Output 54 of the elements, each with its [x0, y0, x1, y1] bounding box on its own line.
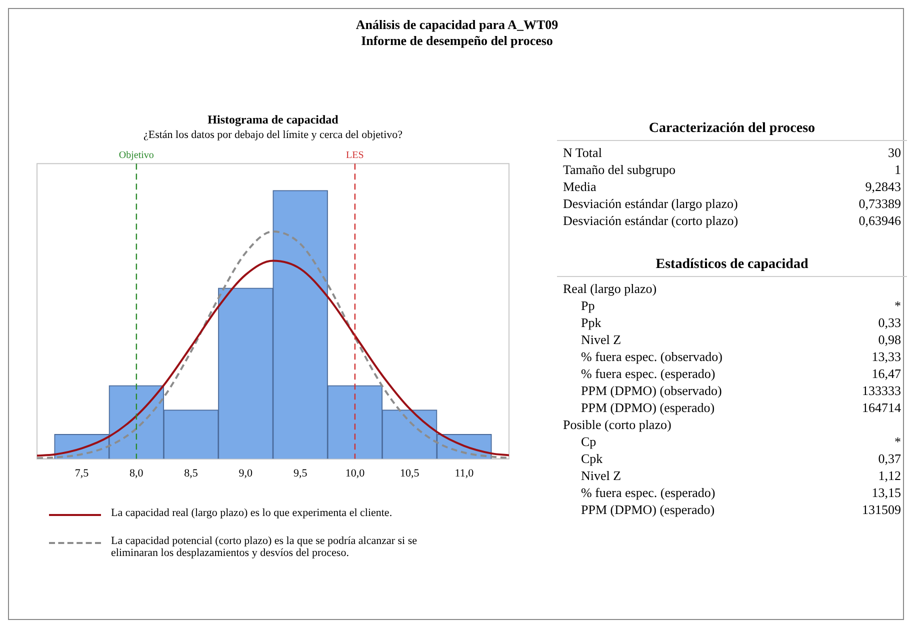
category-label: N Total: [563, 144, 602, 161]
category-label: Cp: [581, 433, 596, 450]
x-tick-label: 11,0: [454, 467, 474, 480]
text: 13,33: [872, 349, 901, 364]
category-label: Desviación estándar (corto plazo): [563, 212, 738, 229]
x-tick-label: 7,5: [74, 467, 90, 480]
x-tick-label: 9,0: [238, 467, 254, 480]
text: 9,2843: [865, 179, 901, 194]
ref-line-label: LES: [346, 150, 364, 162]
category-label: Cpk: [581, 450, 603, 467]
text: 0,98: [878, 332, 901, 347]
category-label: Pp: [581, 297, 595, 314]
text: 1,12: [878, 468, 901, 483]
category-label: % fuera espec. (esperado): [581, 484, 716, 501]
text: 0,33: [878, 315, 901, 330]
text: 0,37: [878, 451, 901, 466]
text: 0,73389: [858, 196, 901, 211]
category-label: Real (largo plazo): [563, 280, 657, 297]
x-tick-label: 10,0: [345, 467, 366, 480]
chart-subtitle: ¿Están los datos por debajo del límite y cerca del objetivo?: [143, 128, 403, 141]
legend-label: La capacidad real (largo plazo) es lo que experimenta el cliente.: [111, 507, 392, 519]
text: Caracterización del proceso: [557, 121, 907, 141]
x-tick-label: 8,0: [130, 467, 144, 480]
category-label: Tamaño del subgrupo: [563, 161, 676, 178]
x-tick-label: 8,5: [184, 467, 198, 480]
category-label: % fuera espec. (observado): [581, 348, 722, 365]
category-label: PPM (DPMO) (esperado): [581, 501, 715, 518]
text: 164714: [862, 400, 901, 415]
text: Informe de desempeño del proceso: [360, 33, 554, 49]
text: Análisis de capacidad para A_WT09: [354, 17, 560, 33]
text: Estadísticos de capacidad: [557, 257, 907, 277]
x-tick-label: 9,5: [293, 467, 308, 480]
text: 16,47: [872, 366, 901, 381]
category-label: PPM (DPMO) (observado): [581, 382, 722, 399]
text: 1: [894, 162, 901, 177]
text: 30: [888, 145, 901, 160]
category-label: % fuera espec. (esperado): [581, 365, 716, 382]
ref-line-label: Objetivo: [118, 150, 154, 162]
text: *: [894, 434, 901, 449]
text: 0,63946: [858, 213, 901, 228]
category-label: Media: [563, 178, 596, 195]
text: 133333: [862, 383, 901, 398]
legend-label: La capacidad potencial (corto plazo) es la que se podría alcanzar si se eliminaran los desplazamientos y desvíos del proceso.: [111, 535, 418, 559]
text: 131509: [862, 502, 901, 517]
category-label: Desviación estándar (largo plazo): [563, 195, 738, 212]
category-label: PPM (DPMO) (esperado): [581, 399, 715, 416]
category-label: Nivel Z: [581, 331, 622, 348]
category-label: Nivel Z: [581, 467, 622, 484]
chart-title: Histograma de capacidad: [208, 112, 339, 126]
category-label: Ppk: [581, 314, 602, 331]
text: *: [894, 298, 901, 313]
x-tick-label: 10,5: [400, 467, 420, 480]
category-label: Posible (corto plazo): [563, 416, 672, 433]
text: 13,15: [872, 485, 901, 500]
